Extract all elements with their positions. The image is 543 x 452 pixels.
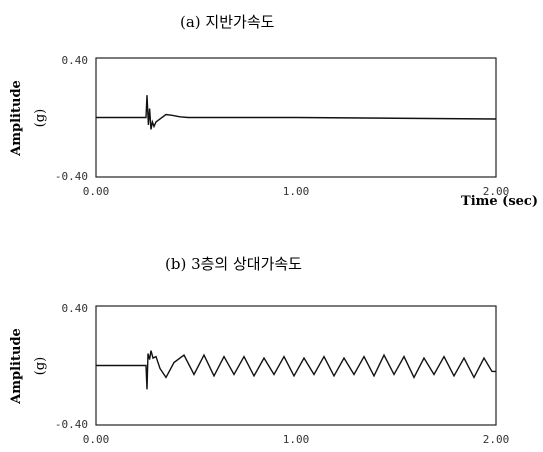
panel-a-ytick-top: 0.40: [62, 54, 89, 67]
panel-a-xtick-1: 1.00: [283, 185, 310, 198]
panel-a: (a) 지반가속도 0.40 -0.40 0.00 1.00 2.00 Ampl…: [9, 13, 538, 209]
panel-b-ytick-bottom: -0.40: [55, 418, 88, 431]
panel-b-xtick-2: 2.00: [483, 433, 510, 446]
panel-a-xtick-2: 2.00: [483, 185, 510, 198]
panel-b-frame: [95, 305, 497, 426]
panel-a-series-line: [96, 95, 497, 130]
panel-b-yunit: (g): [33, 357, 48, 375]
panel-a-yunit: (g): [33, 109, 48, 127]
panel-a-title: (a) 지반가속도: [180, 13, 275, 31]
panel-a-xtick-0: 0.00: [83, 185, 110, 198]
panel-b-xtick-0: 0.00: [83, 433, 110, 446]
panel-b-series-line: [96, 350, 496, 390]
panel-a-ytick-bottom: -0.40: [55, 170, 88, 183]
panel-b: (b) 3층의 상대가속도 0.40 -0.40 0.00 1.00 2.00 …: [9, 255, 509, 446]
panel-a-ylabel: Amplitude: [9, 80, 24, 157]
panel-b-ytick-top: 0.40: [62, 302, 89, 315]
panel-b-xtick-1: 1.00: [283, 433, 310, 446]
panel-b-title: (b) 3층의 상대가속도: [165, 255, 302, 273]
panel-a-xlabel: Time (sec): [461, 194, 538, 209]
panel-b-ylabel: Amplitude: [9, 328, 24, 405]
